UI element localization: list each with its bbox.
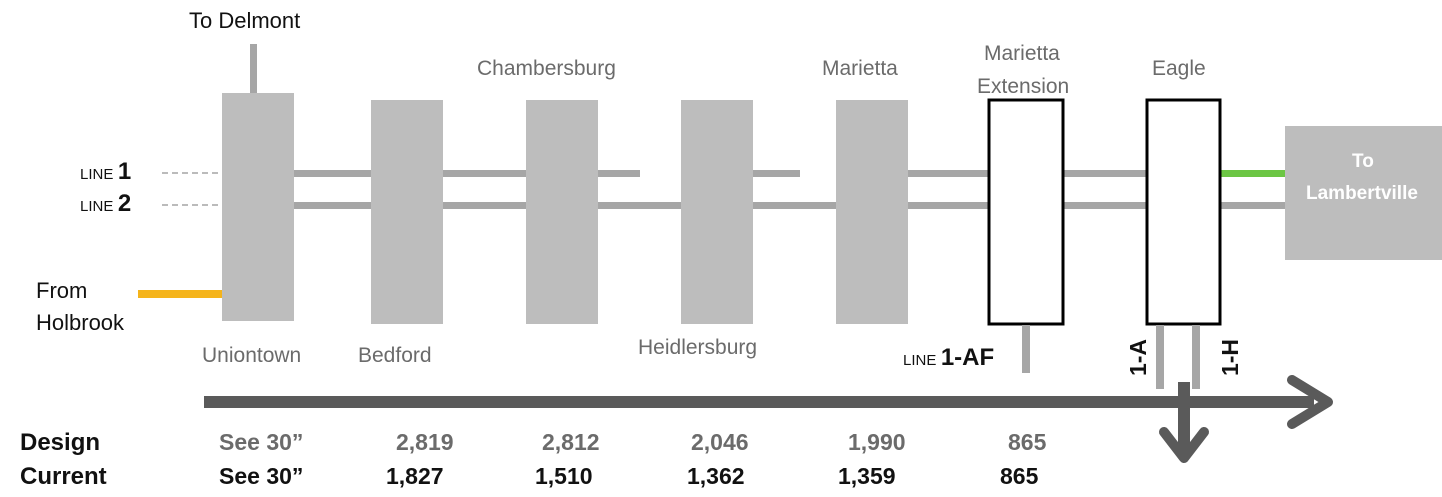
label-eagle: Eagle xyxy=(1152,57,1206,80)
design-value: 1,990 xyxy=(848,429,906,455)
design-value: 2,812 xyxy=(542,429,600,455)
line-word: LINE xyxy=(80,166,114,183)
line2-seg-4 xyxy=(753,202,836,209)
lateral-1a xyxy=(1156,325,1164,389)
label-marietta-ext-1: Marietta xyxy=(984,42,1060,65)
label-to-delmont: To Delmont xyxy=(189,8,301,33)
label-marietta-ext-2: Extension xyxy=(977,75,1070,98)
label-holbrook: Holbrook xyxy=(36,310,125,335)
line1-number: 1 xyxy=(117,158,132,185)
line-1af-number: 1-AF xyxy=(940,344,995,371)
design-value: 2,819 xyxy=(396,429,454,455)
current-value: 1,827 xyxy=(386,463,444,489)
current-value: 865 xyxy=(1000,463,1039,489)
flow-arrow-head xyxy=(1287,375,1333,429)
line-word: LINE xyxy=(80,198,114,215)
line2-number: 2 xyxy=(117,190,132,217)
holbrook-feed xyxy=(138,290,222,298)
line1-seg-2 xyxy=(443,170,526,177)
line1-seg-3 xyxy=(598,170,640,177)
label-line-1h: 1-H xyxy=(1217,338,1244,377)
lambertville-box xyxy=(1285,126,1442,260)
line1-seg-6 xyxy=(1064,170,1146,177)
line2-seg-5 xyxy=(908,202,988,209)
label-lambertville: Lambertville xyxy=(1306,183,1418,204)
line2-seg-3 xyxy=(598,202,681,209)
down-arrow-shaft xyxy=(1178,382,1190,458)
current-value: 1,359 xyxy=(838,463,896,489)
station-heidlersburg xyxy=(681,100,753,324)
line2-seg-2 xyxy=(443,202,526,209)
station-uniontown xyxy=(222,93,294,321)
station-bedford xyxy=(371,100,443,324)
lateral-1h xyxy=(1192,325,1200,389)
label-line-1a: 1-A xyxy=(1125,338,1152,377)
label-line1: LINE 1 xyxy=(80,160,131,184)
station-chambersburg xyxy=(526,100,598,324)
delmont-connector xyxy=(250,44,257,94)
current-value: 1,510 xyxy=(535,463,593,489)
label-heidlersburg: Heidlersburg xyxy=(638,336,758,359)
line-word: LINE xyxy=(903,352,937,369)
label-to: To xyxy=(1352,151,1374,172)
label-bedford: Bedford xyxy=(358,344,432,367)
label-line2: LINE 2 xyxy=(80,192,131,216)
current-value: See 30” xyxy=(219,463,304,489)
design-value: 865 xyxy=(1008,429,1047,455)
flow-arrow-shaft xyxy=(204,396,1314,408)
station-eagle xyxy=(1145,98,1222,326)
lateral-1af xyxy=(1022,325,1030,373)
label-line-1af: LINE 1-AF xyxy=(903,346,994,370)
line2-lambertville-seg xyxy=(1221,202,1285,209)
station-marietta-extension xyxy=(987,98,1065,326)
label-from: From xyxy=(36,278,88,303)
design-value: 2,046 xyxy=(691,429,749,455)
station-marietta xyxy=(836,100,908,324)
line2-seg-1 xyxy=(294,202,371,209)
down-arrow-head xyxy=(1159,427,1209,463)
current-value: 1,362 xyxy=(687,463,745,489)
label-uniontown: Uniontown xyxy=(202,344,302,367)
line1-seg-4 xyxy=(753,170,800,177)
line1-seg-1 xyxy=(294,170,371,177)
label-chambersburg: Chambersburg xyxy=(477,57,616,80)
label-marietta: Marietta xyxy=(822,57,898,80)
line2-seg-6 xyxy=(1064,202,1146,209)
row-label-design: Design xyxy=(20,429,101,456)
row-label-current: Current xyxy=(20,463,107,490)
design-value: See 30” xyxy=(219,429,304,455)
line1-lambertville-seg xyxy=(1221,170,1285,177)
line1-seg-5 xyxy=(908,170,988,177)
